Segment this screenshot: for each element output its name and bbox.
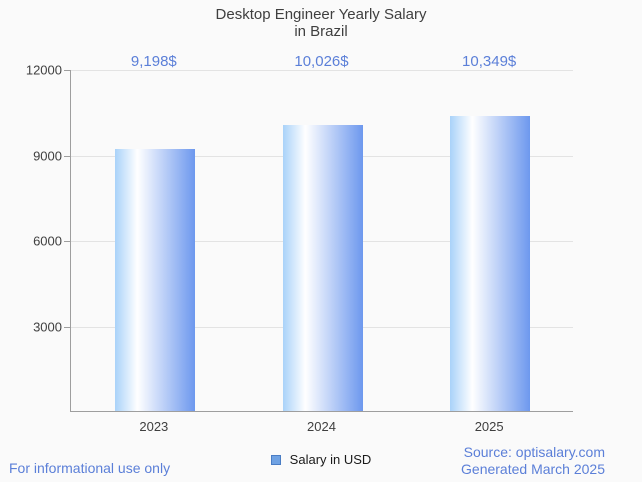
x-axis-labels: 2023 2024 2025 bbox=[70, 419, 573, 435]
source-line: Source: optisalary.com bbox=[463, 444, 605, 460]
disclaimer-text: For informational use only bbox=[9, 460, 171, 476]
value-label-2025: 10,349$ bbox=[462, 53, 517, 70]
y-axis-tick-3000 bbox=[64, 326, 70, 328]
chart-title-line2: in Brazil bbox=[294, 23, 348, 40]
bar-2023 bbox=[114, 148, 195, 411]
legend-label: Salary in USD bbox=[289, 452, 372, 467]
chart-title-line1: Desktop Engineer Yearly Salary bbox=[215, 6, 427, 23]
legend: Salary in USD bbox=[0, 452, 642, 467]
plot-area bbox=[64, 70, 573, 412]
x-tick-label-2023: 2023 bbox=[139, 419, 169, 434]
gridline-12000 bbox=[71, 70, 573, 71]
value-label-2024: 10,026$ bbox=[294, 53, 349, 70]
x-tick-label-2024: 2024 bbox=[307, 419, 336, 434]
value-labels-layer: 9,198$ 10,026$ 10,349$ bbox=[70, 53, 573, 73]
y-tick-label-6000: 6000 bbox=[33, 233, 62, 249]
bar-2025 bbox=[450, 116, 531, 411]
legend-marker-icon bbox=[270, 454, 281, 465]
y-axis-labels: 3000 6000 9000 12000 bbox=[0, 63, 62, 412]
source-attribution: Source: optisalary.com Generated March 2… bbox=[461, 444, 605, 478]
y-tick-label-12000: 12000 bbox=[25, 62, 62, 78]
bar-2024 bbox=[282, 125, 363, 411]
generated-line: Generated March 2025 bbox=[461, 461, 605, 477]
y-tick-label-9000: 9000 bbox=[33, 148, 62, 163]
y-axis-tick-12000 bbox=[64, 70, 70, 71]
x-tick-label-2025: 2025 bbox=[474, 419, 504, 434]
y-axis-tick-6000 bbox=[64, 241, 70, 242]
chart-title: Desktop Engineer Yearly Salary in Brazil bbox=[0, 6, 642, 40]
y-axis-tick-9000 bbox=[64, 155, 70, 157]
y-tick-label-3000: 3000 bbox=[33, 319, 62, 334]
value-label-2023: 9,198$ bbox=[130, 53, 177, 70]
